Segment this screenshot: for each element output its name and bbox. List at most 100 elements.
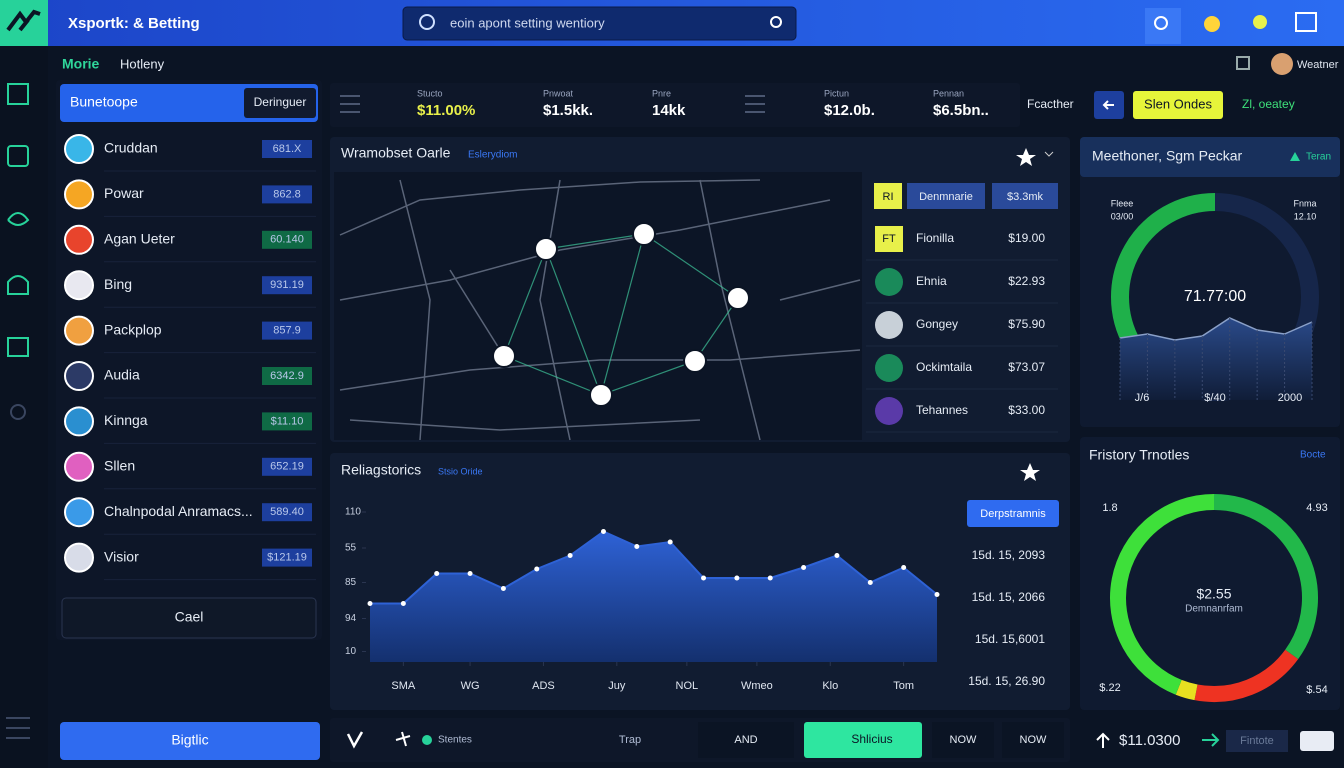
row-icon — [875, 354, 903, 382]
rail-icon[interactable] — [7, 212, 30, 226]
chart-button[interactable] — [967, 500, 1059, 527]
stat-value: $11.00% — [417, 102, 475, 119]
row-tag-label: FT — [882, 233, 896, 245]
donut-segment — [1110, 494, 1215, 695]
link-glyph — [1154, 16, 1168, 30]
item-name: Chalnpodal Anramacs... — [104, 503, 253, 519]
data-point — [534, 566, 540, 572]
tab-label: Bunetoope — [70, 94, 138, 110]
row-price: $73.07 — [1008, 360, 1045, 374]
data-point — [934, 592, 940, 597]
map-road — [339, 199, 831, 301]
rail-menu[interactable] — [6, 717, 30, 739]
donut-label: 1.8 — [1102, 502, 1117, 514]
subnav-active[interactable]: Morie — [62, 56, 100, 72]
action-button[interactable] — [804, 722, 922, 758]
row-icon — [875, 268, 903, 296]
item-badge — [262, 457, 312, 476]
link-icon[interactable] — [1145, 8, 1181, 44]
gauge-line — [1119, 317, 1313, 341]
item-badge — [262, 140, 312, 158]
list-header-button[interactable] — [907, 183, 985, 209]
list-header-tag — [874, 183, 902, 209]
header-button-label: Denmnarie — [919, 191, 973, 203]
map-node[interactable] — [534, 237, 558, 261]
and-button[interactable] — [698, 722, 794, 758]
map-node[interactable] — [589, 383, 613, 407]
slen-button[interactable] — [1133, 91, 1223, 119]
x-tick-label: Wmeo — [741, 680, 773, 692]
user-name: Weatner — [1297, 59, 1339, 71]
stat-label: Pennan — [933, 88, 964, 98]
chart-note: 15d. 15, 26.90 — [968, 674, 1045, 688]
y-tick-label: 85 — [345, 577, 357, 588]
rail-icon[interactable] — [7, 83, 29, 105]
chart-button-label: Derpstramnis — [980, 508, 1046, 520]
primary-button[interactable] — [60, 722, 320, 760]
tag-box[interactable] — [1226, 730, 1288, 752]
search-icon — [419, 14, 435, 30]
chart-subtitle: Stsio Oride — [438, 466, 483, 476]
y-tick-label: 55 — [345, 543, 357, 554]
primary-label: Bigtlic — [171, 732, 208, 748]
moon-icon[interactable] — [1204, 16, 1220, 32]
item-badge-label: 862.8 — [273, 188, 301, 200]
rail-icon[interactable] — [10, 404, 26, 420]
and-label: AND — [734, 734, 757, 746]
header-value-label: $3.3mk — [1007, 191, 1044, 203]
checkbox[interactable] — [1236, 56, 1250, 70]
stats-bar — [330, 83, 1020, 127]
stat-value: 14kk — [652, 102, 686, 119]
row-name: Fionilla — [916, 231, 954, 245]
map-node[interactable] — [726, 286, 750, 310]
now-button[interactable] — [932, 722, 994, 758]
data-point — [834, 553, 840, 558]
search-button[interactable] — [770, 16, 782, 28]
map-node[interactable] — [492, 344, 516, 368]
map-node[interactable] — [683, 349, 707, 373]
item-name: Agan Ueter — [104, 231, 175, 247]
rail-icon[interactable] — [7, 275, 29, 295]
rail-icon[interactable] — [7, 145, 29, 167]
stat-label: Pnre — [652, 88, 671, 98]
top-icons — [1145, 8, 1317, 75]
chevron[interactable] — [1044, 151, 1054, 157]
chart-note: 15d. 15, 2093 — [972, 548, 1046, 562]
data-point — [867, 580, 873, 585]
stats-menu-icon[interactable] — [340, 95, 360, 113]
stat-value: $12.0b. — [824, 102, 875, 119]
check-icon — [346, 731, 364, 749]
item-icon — [64, 179, 94, 210]
data-point — [701, 575, 707, 581]
now-label: NOW — [1020, 734, 1048, 746]
status-dot — [422, 735, 432, 745]
donut-panel — [1080, 437, 1340, 710]
subnav-item[interactable]: Hotleny — [120, 56, 165, 71]
search-box[interactable] — [402, 6, 797, 41]
sidebar-panel — [56, 80, 322, 640]
item-name: Powar — [104, 185, 144, 201]
wallet-icon[interactable] — [1300, 731, 1334, 751]
donut-link: Bocte — [1300, 450, 1326, 461]
data-point — [367, 601, 373, 606]
map-road — [349, 419, 701, 431]
tab-button[interactable] — [244, 88, 316, 118]
rail-icon[interactable] — [7, 337, 29, 357]
star-icon[interactable] — [1020, 463, 1040, 481]
map-road — [539, 179, 571, 441]
item-badge — [262, 276, 312, 295]
sun-icon[interactable] — [1253, 15, 1267, 29]
item-icon — [64, 451, 94, 482]
map-node[interactable] — [632, 222, 656, 246]
stats-menu-icon[interactable] — [745, 95, 765, 113]
logo-glyph — [6, 9, 41, 32]
donut-label: 4.93 — [1306, 502, 1327, 514]
star-icon[interactable] — [1016, 148, 1036, 166]
cancel-button[interactable] — [61, 597, 317, 639]
screen-icon[interactable] — [1295, 12, 1317, 32]
now-button[interactable] — [1002, 722, 1064, 758]
item-badge — [262, 321, 312, 340]
avatar[interactable] — [1271, 53, 1293, 75]
item-badge-label: 681.X — [273, 143, 302, 155]
item-badge — [262, 412, 312, 431]
